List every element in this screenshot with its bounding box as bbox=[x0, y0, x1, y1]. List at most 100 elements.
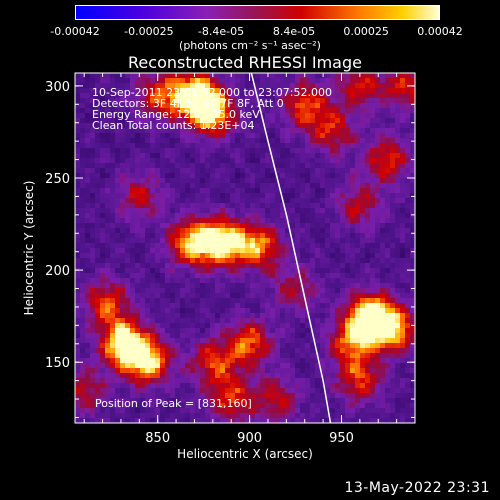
heatmap-cell bbox=[335, 183, 341, 189]
heatmap-cell bbox=[100, 103, 106, 109]
heatmap-cell bbox=[345, 238, 351, 244]
heatmap-cell bbox=[375, 413, 381, 419]
heatmap-cell bbox=[255, 298, 261, 304]
heatmap-cell bbox=[310, 393, 316, 399]
heatmap-cell bbox=[305, 173, 311, 179]
heatmap-cell bbox=[165, 123, 171, 129]
heatmap-cell bbox=[215, 323, 221, 329]
heatmap-cell bbox=[235, 298, 241, 304]
heatmap-cell bbox=[170, 98, 176, 104]
heatmap-cell bbox=[360, 263, 366, 269]
heatmap-cell bbox=[295, 353, 301, 359]
heatmap-cell bbox=[250, 253, 256, 259]
heatmap-cell bbox=[395, 83, 401, 89]
heatmap-cell bbox=[160, 283, 166, 289]
heatmap-cell bbox=[285, 328, 291, 334]
heatmap-cell bbox=[140, 213, 146, 219]
heatmap-cell bbox=[100, 118, 106, 124]
heatmap-cell bbox=[90, 403, 96, 409]
heatmap-cell bbox=[265, 398, 271, 404]
heatmap-cell bbox=[190, 253, 196, 259]
heatmap-cell bbox=[270, 173, 276, 179]
heatmap-cell bbox=[390, 88, 396, 94]
heatmap-cell bbox=[265, 343, 271, 349]
heatmap-cell bbox=[90, 133, 96, 139]
heatmap-cell bbox=[165, 73, 171, 79]
heatmap-cell bbox=[290, 378, 296, 384]
heatmap-cell bbox=[230, 298, 236, 304]
heatmap-cell bbox=[375, 363, 381, 369]
heatmap-cell bbox=[340, 223, 346, 229]
heatmap-cell bbox=[265, 218, 271, 224]
heatmap-cell bbox=[365, 228, 371, 234]
heatmap-cell bbox=[135, 348, 141, 354]
heatmap-cell bbox=[240, 143, 246, 149]
footer-date: 13-May-2022 23:31 bbox=[344, 480, 490, 496]
heatmap-cell bbox=[75, 268, 81, 274]
colorbar bbox=[75, 5, 440, 20]
heatmap-cell bbox=[210, 233, 216, 239]
heatmap-cell bbox=[85, 128, 91, 134]
heatmap-cell bbox=[215, 183, 221, 189]
heatmap-cell bbox=[165, 383, 171, 389]
heatmap-cell bbox=[350, 238, 356, 244]
heatmap-cell bbox=[320, 268, 326, 274]
heatmap-cell bbox=[375, 93, 381, 99]
heatmap-cell bbox=[330, 263, 336, 269]
heatmap-cell bbox=[250, 103, 256, 109]
heatmap-cell bbox=[410, 408, 415, 414]
heatmap-cell bbox=[410, 198, 415, 204]
heatmap-cell bbox=[240, 123, 246, 129]
heatmap-cell bbox=[75, 118, 81, 124]
heatmap-cell bbox=[150, 163, 156, 169]
heatmap-cell bbox=[280, 208, 286, 214]
heatmap-cell bbox=[150, 113, 156, 119]
heatmap-cell bbox=[145, 373, 151, 379]
heatmap-cell bbox=[215, 168, 221, 174]
heatmap-cell bbox=[200, 388, 206, 394]
heatmap-cell bbox=[335, 258, 341, 264]
heatmap-cell bbox=[230, 183, 236, 189]
heatmap-cell bbox=[260, 238, 266, 244]
heatmap-cell bbox=[290, 248, 296, 254]
heatmap-cell bbox=[285, 208, 291, 214]
heatmap-cell bbox=[365, 318, 371, 324]
heatmap-cell bbox=[185, 408, 191, 414]
heatmap-cell bbox=[385, 308, 391, 314]
heatmap-cell bbox=[150, 88, 156, 94]
heatmap-cell bbox=[370, 163, 376, 169]
heatmap-cell bbox=[105, 323, 111, 329]
heatmap-cell bbox=[330, 168, 336, 174]
heatmap-cell bbox=[405, 143, 411, 149]
heatmap-cell bbox=[295, 328, 301, 334]
heatmap-cell bbox=[280, 173, 286, 179]
heatmap-cell bbox=[385, 138, 391, 144]
heatmap-cell bbox=[240, 233, 246, 239]
heatmap-cell bbox=[165, 218, 171, 224]
heatmap-cell bbox=[190, 168, 196, 174]
heatmap-cell bbox=[410, 238, 415, 244]
heatmap-cell bbox=[310, 218, 316, 224]
heatmap-cell bbox=[390, 143, 396, 149]
heatmap-cell bbox=[335, 403, 341, 409]
heatmap-cell bbox=[130, 178, 136, 184]
heatmap-cell bbox=[305, 258, 311, 264]
heatmap-cell bbox=[130, 143, 136, 149]
colorbar-tick-label: 0.00042 bbox=[417, 25, 463, 38]
heatmap-cell bbox=[155, 98, 161, 104]
heatmap-cell bbox=[375, 128, 381, 134]
heatmap-cell bbox=[340, 113, 346, 119]
heatmap-cell bbox=[395, 328, 401, 334]
heatmap-cell bbox=[280, 238, 286, 244]
heatmap-cell bbox=[135, 183, 141, 189]
heatmap-cell bbox=[275, 163, 281, 169]
heatmap-cell bbox=[160, 403, 166, 409]
heatmap-cell bbox=[110, 178, 116, 184]
heatmap-cell bbox=[145, 103, 151, 109]
heatmap-cell bbox=[225, 138, 231, 144]
heatmap-cell bbox=[125, 278, 131, 284]
heatmap-cell bbox=[410, 318, 415, 324]
heatmap-cell bbox=[120, 128, 126, 134]
heatmap-cell bbox=[180, 223, 186, 229]
heatmap-cell bbox=[385, 223, 391, 229]
